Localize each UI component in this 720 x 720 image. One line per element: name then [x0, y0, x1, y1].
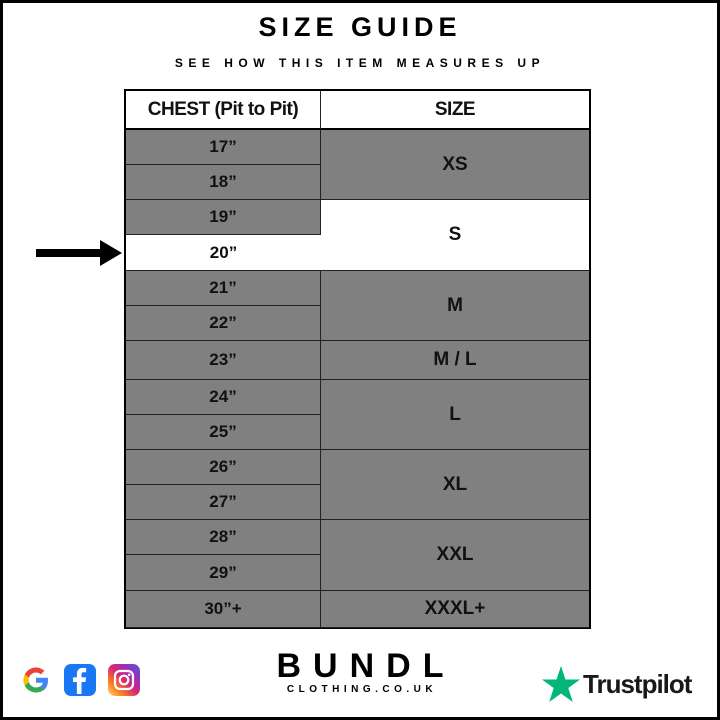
size-cell: XXXL+ [321, 591, 589, 628]
page-title: SIZE GUIDE [258, 12, 462, 42]
size-cell: L [321, 380, 589, 450]
size-cell: XXL [321, 520, 589, 591]
size-cell: S [321, 200, 589, 271]
size-cell: XS [321, 130, 589, 200]
chest-cell: 30”+ [126, 591, 321, 628]
column-header-chest: CHEST (Pit to Pit) [126, 91, 321, 130]
chest-cell: 22” [126, 306, 321, 341]
chest-cell: 26” [126, 450, 321, 485]
size-cell: M [321, 271, 589, 341]
trustpilot-label: Trustpilot [583, 668, 692, 699]
chest-cell: 28” [126, 520, 321, 555]
chest-cell: 19” [126, 200, 321, 235]
chest-cell: 27” [126, 485, 321, 520]
trustpilot-logo[interactable]: Trustpilot [542, 666, 692, 702]
chest-cell: 18” [126, 165, 321, 200]
facebook-icon[interactable] [64, 664, 96, 696]
chest-cell: 25” [126, 415, 321, 450]
instagram-icon[interactable] [108, 664, 140, 696]
chest-cell: 20” [126, 235, 321, 271]
page-subtitle: SEE HOW THIS ITEM MEASURES UP [174, 56, 546, 70]
size-table: CHEST (Pit to Pit) SIZE 17” 18” 19” 20” 21” 2… [124, 89, 591, 629]
column-header-size: SIZE [321, 91, 589, 130]
brand-domain: CLOTHING.CO.UK [286, 684, 438, 695]
trustpilot-star-icon [542, 666, 580, 702]
brand-logo: BUNDL CLOTHING.CO.UK [260, 648, 460, 695]
chest-cell: 17” [126, 130, 321, 165]
brand-name: BUNDL [276, 647, 456, 685]
chest-cell: 24” [126, 380, 321, 415]
chest-cell: 23” [126, 341, 321, 380]
size-cell: XL [321, 450, 589, 520]
chest-cell: 29” [126, 555, 321, 591]
arrow-right-icon [36, 240, 122, 266]
social-icons [20, 664, 140, 696]
chest-cell: 21” [126, 271, 321, 306]
size-cell: M / L [321, 341, 589, 380]
google-icon[interactable] [20, 664, 52, 696]
